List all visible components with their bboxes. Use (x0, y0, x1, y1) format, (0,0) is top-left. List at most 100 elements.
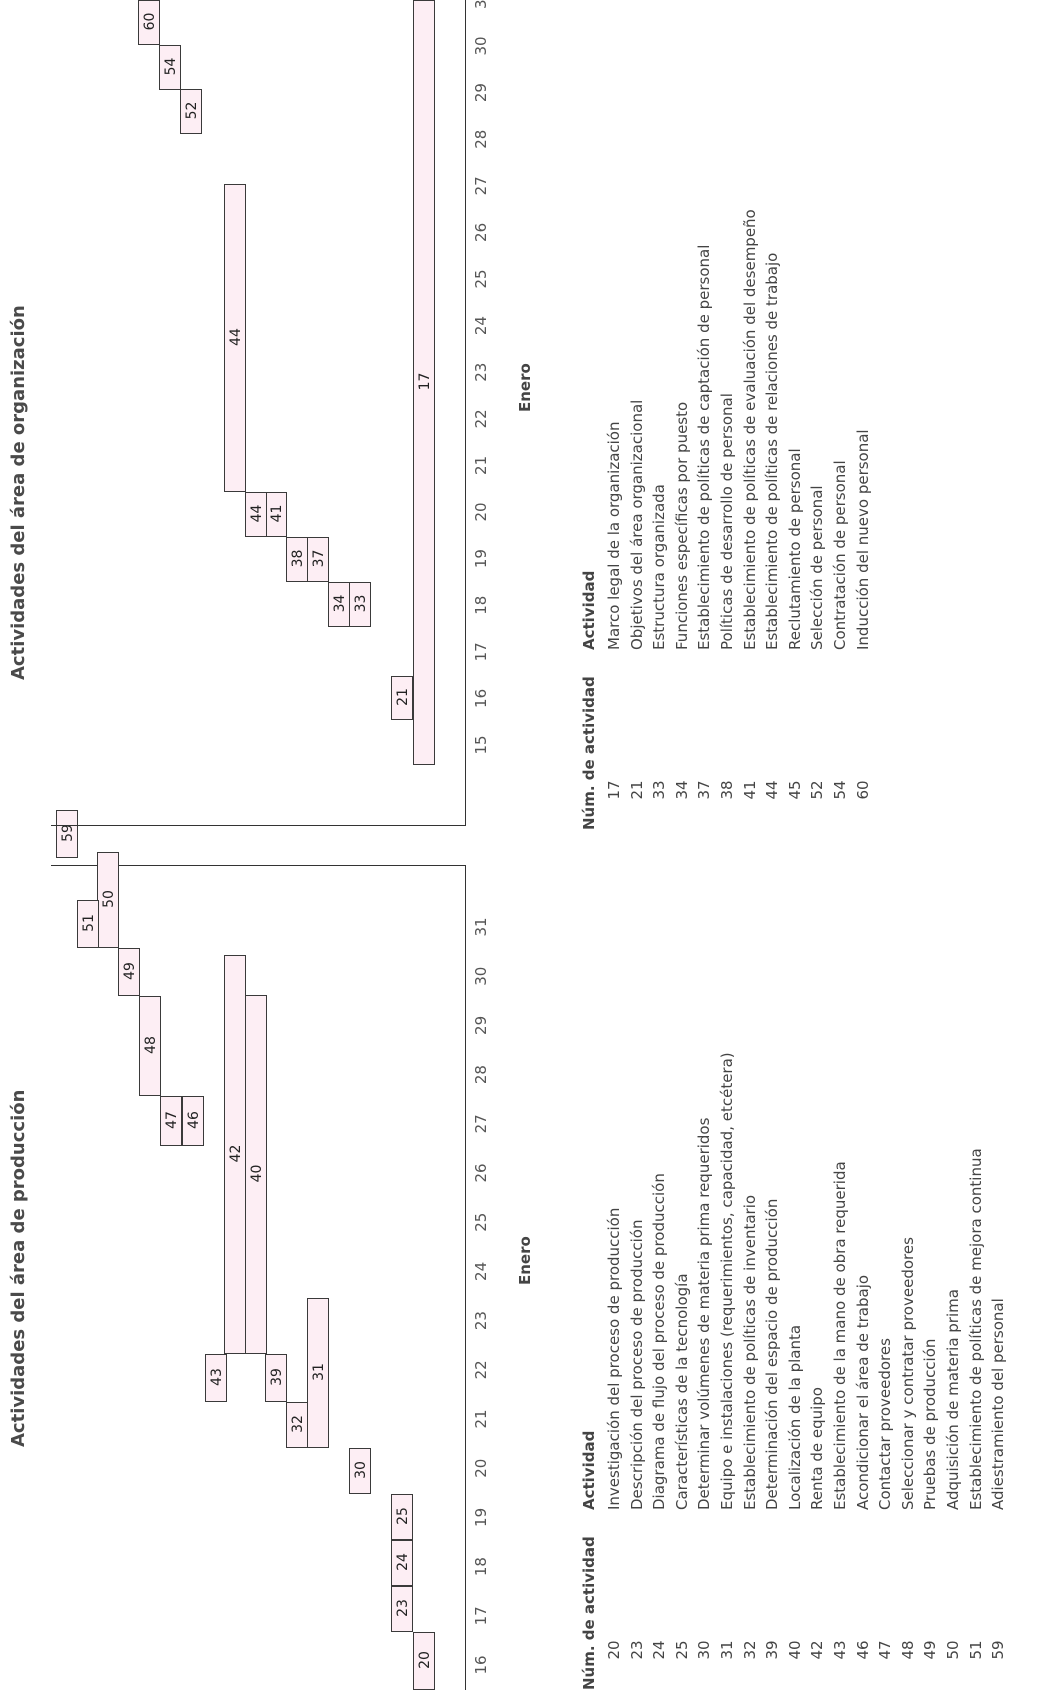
production-legend-num: 23 (627, 1640, 646, 1660)
organization-axis-line (465, 0, 466, 826)
organization-tick-label: 29 (472, 83, 490, 103)
organization-legend-num: 45 (785, 780, 804, 800)
organization-legend-activity: Reclutamiento de personal (785, 448, 804, 650)
production-legend-activity: Seleccionar y contratar proveedores (898, 1237, 917, 1510)
production-bar-label: 49 (122, 962, 138, 980)
production-title: Actividades del área de producción (8, 1089, 29, 1447)
organization-bar-60: 60 (138, 0, 160, 45)
organization-legend-num: 52 (808, 780, 827, 800)
production-legend-num: 59 (989, 1640, 1008, 1660)
production-legend-num: 39 (763, 1640, 782, 1660)
production-tick-label: 18 (472, 1557, 490, 1577)
production-bar-label: 48 (143, 1036, 159, 1054)
production-legend-num: 20 (605, 1640, 623, 1660)
organization-bar-label: 44 (249, 504, 265, 523)
production-legend-num: 51 (966, 1640, 985, 1660)
production-bar-label: 42 (228, 1144, 244, 1163)
organization-bar-label: 34 (332, 594, 348, 613)
production-legend-header-num: Núm. de actividad (580, 1536, 598, 1690)
production-bar-label: 31 (311, 1363, 327, 1381)
organization-bar-label: 17 (417, 372, 433, 391)
production-legend-header-act: Actividad (580, 1430, 598, 1510)
production-bar-label: 39 (269, 1368, 285, 1386)
organization-bar-17: 17 (413, 0, 435, 765)
production-legend-activity: Determinar volúmenes de materia prima re… (695, 1117, 714, 1510)
organization-tick-label: 20 (472, 502, 490, 522)
organization-legend-header-act: Actividad (580, 570, 598, 650)
organization-tick-label: 27 (472, 176, 490, 196)
production-bar-23: 23 (391, 1586, 413, 1632)
production-bar-39: 39 (265, 1354, 287, 1402)
production-legend-num: 25 (672, 1640, 691, 1660)
production-bar-label: 30 (353, 1461, 369, 1479)
organization-tick-label: 25 (472, 269, 490, 289)
organization-bar-38: 38 (286, 537, 308, 582)
organization-bar-54: 54 (159, 45, 181, 90)
organization-legend-header-num: Núm. de actividad (580, 676, 598, 830)
organization-bar-label: 21 (395, 688, 411, 706)
organization-bar-34: 34 (328, 582, 350, 627)
organization-bar-label: 60 (142, 12, 158, 31)
production-bar-49: 49 (118, 948, 140, 996)
organization-legend-activity: Marco legal de la organización (605, 421, 623, 651)
production-axis-line (465, 865, 466, 1690)
production-tick-label: 19 (472, 1507, 490, 1527)
production-legend-num: 42 (808, 1640, 827, 1660)
organization-legend-num: 34 (672, 780, 691, 800)
production-bar-20: 20 (413, 1632, 435, 1690)
organization-legend-activity: Establecimiento de políticas de evaluaci… (740, 209, 759, 650)
production-bar-label: 51 (81, 914, 97, 932)
organization-legend-num: 60 (853, 780, 872, 800)
organization-legend-num: 33 (650, 780, 669, 800)
production-bar-24: 24 (391, 1540, 413, 1586)
organization-tick-label: 15 (472, 735, 490, 755)
production-legend-activity: Contactar proveedores (876, 1338, 895, 1510)
organization-tick-label: 26 (472, 222, 490, 242)
production-bar-51: 51 (77, 900, 99, 948)
production-tick-label: 25 (472, 1212, 490, 1232)
production-legend-num: 43 (831, 1640, 849, 1660)
production-legend-activity: Investigación del proceso de producción (605, 1207, 623, 1510)
production-legend-num: 24 (650, 1640, 669, 1660)
organization-bar-44: 44 (245, 492, 267, 537)
production-tick-label: 24 (472, 1261, 490, 1281)
organization-legend-activity: Inducción del nuevo personal (853, 429, 872, 650)
organization-legend-num: 44 (763, 780, 782, 800)
production-tick-label: 23 (472, 1311, 490, 1331)
production-bar-32: 32 (286, 1402, 308, 1448)
organization-tick-label: 22 (472, 409, 490, 429)
production-legend-activity: Establecimiento de políticas de inventar… (740, 1194, 759, 1510)
production-legend-activity: Diagrama de flujo del proceso de producc… (650, 1173, 669, 1510)
organization-bar-52: 52 (180, 89, 202, 134)
production-bar-47: 47 (160, 1096, 182, 1146)
production-legend-activity: Adquisición de materia prima (944, 1289, 962, 1510)
production-bar-label: 40 (249, 1164, 265, 1183)
production-tick-label: 17 (472, 1606, 490, 1626)
production-x-label: Enero (516, 1236, 534, 1285)
production-legend-activity: Características de la tecnología (672, 1273, 691, 1510)
production-bar-label: 25 (395, 1507, 411, 1525)
production-legend-activity: Acondicionar el área de trabajo (853, 1274, 872, 1510)
organization-bar-label: 41 (269, 504, 285, 523)
production-legend-activity: Descripción del proceso de producción (627, 1219, 646, 1510)
organization-tick-label: 24 (472, 316, 490, 336)
organization-bar-44: 44 (224, 184, 246, 492)
organization-tick-label: 31 (472, 0, 490, 19)
organization-tick-label: 17 (472, 642, 490, 662)
organization-legend-activity: Selección de personal (808, 485, 827, 650)
organization-legend-num: 17 (605, 780, 623, 800)
organization-bar-21: 21 (391, 676, 413, 720)
production-tick-label: 16 (472, 1655, 490, 1675)
organization-tick-label: 23 (472, 362, 490, 382)
organization-tick-label: 21 (472, 455, 490, 475)
production-legend-activity: Renta de equipo (808, 1387, 827, 1510)
production-legend-num: 40 (785, 1640, 804, 1660)
production-bar-label: 46 (186, 1111, 202, 1129)
production-legend-num: 47 (876, 1640, 895, 1660)
production-bar-label: 24 (395, 1553, 411, 1571)
production-tick-label: 20 (472, 1458, 490, 1478)
production-bar-label: 59 (60, 824, 76, 842)
organization-bar-33: 33 (349, 582, 371, 627)
organization-legend-activity: Estructura organizada (650, 484, 669, 650)
organization-tick-label: 30 (472, 36, 490, 56)
